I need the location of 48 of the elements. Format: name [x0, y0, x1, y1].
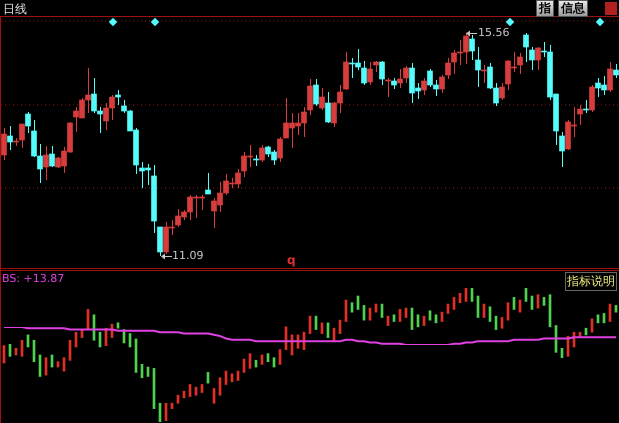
candlestick — [607, 62, 613, 92]
chart-title: 日线 — [3, 1, 27, 18]
candlestick — [403, 66, 409, 84]
candlestick — [8, 344, 12, 357]
candlestick — [49, 146, 55, 168]
text: 信息 — [558, 0, 588, 17]
annotation: q — [287, 253, 296, 267]
candlestick — [613, 64, 619, 78]
candlestick — [589, 84, 595, 112]
candlestick — [19, 124, 25, 148]
candlestick — [391, 78, 397, 90]
candlestick — [481, 64, 487, 84]
annotation: 15.56 — [478, 26, 510, 39]
candlestick — [259, 144, 265, 162]
candlestick — [416, 314, 420, 328]
candlestick — [397, 68, 403, 88]
candlestick — [277, 136, 283, 162]
candlestick — [535, 46, 541, 70]
candlestick — [499, 82, 505, 100]
candlestick — [385, 78, 391, 98]
annotation: 指标说明 — [565, 272, 617, 291]
candlestick — [421, 78, 427, 96]
candlestick — [583, 100, 589, 114]
candlestick — [523, 32, 529, 62]
annotation: 11.09 — [172, 249, 204, 262]
candlestick — [325, 92, 331, 124]
candlestick — [373, 60, 379, 72]
text: 指 — [536, 0, 554, 17]
candlestick — [205, 172, 211, 194]
candlestick — [367, 62, 373, 86]
candlestick — [1, 128, 7, 160]
candlestick — [7, 126, 13, 150]
candlestick — [253, 154, 259, 166]
candlestick — [445, 58, 451, 80]
candlestick — [43, 146, 49, 180]
candlestick — [313, 78, 319, 106]
candlestick — [379, 60, 385, 86]
candlestick — [577, 104, 583, 126]
candlestick — [361, 60, 367, 86]
candlestick — [115, 90, 121, 106]
chart-title: BS: +13.87 — [2, 272, 64, 285]
candlestick — [517, 52, 523, 74]
candlestick — [559, 132, 565, 168]
candlestick — [475, 46, 481, 88]
candlestick — [319, 88, 325, 110]
candlestick — [439, 74, 445, 94]
candlestick — [529, 46, 535, 70]
candlestick — [25, 112, 31, 134]
